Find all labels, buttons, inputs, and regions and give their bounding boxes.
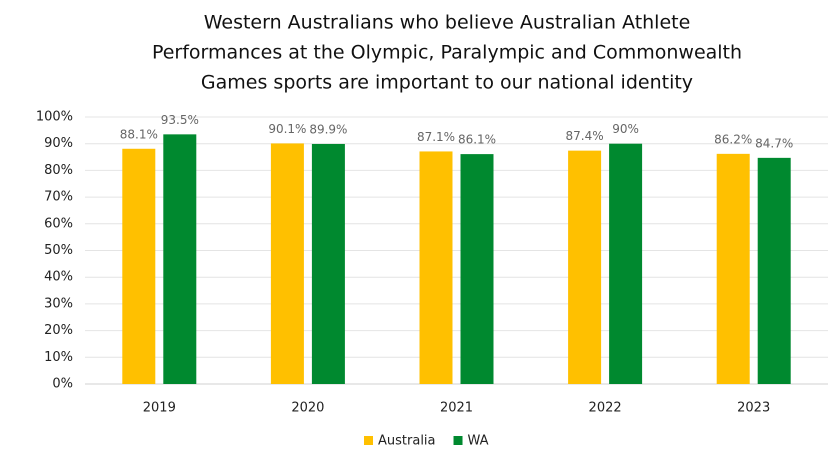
bar [270, 143, 304, 384]
bar [311, 143, 345, 384]
y-tick-label: 90% [44, 136, 73, 151]
chart-title: Performances at the Olympic, Paralympic … [152, 42, 742, 64]
bar [609, 143, 643, 384]
value-label: 87.4% [566, 129, 604, 143]
x-tick-label: 2019 [143, 401, 176, 416]
x-tick-label: 2022 [589, 401, 622, 416]
y-tick-label: 10% [44, 350, 73, 365]
bar [163, 134, 197, 384]
value-label: 90.1% [268, 122, 306, 136]
legend-swatch [453, 436, 463, 445]
x-tick-label: 2020 [291, 401, 324, 416]
y-tick-label: 70% [44, 190, 73, 205]
legend-label: WA [468, 434, 489, 449]
bar [122, 148, 156, 384]
value-label: 86.2% [714, 132, 752, 146]
y-tick-label: 60% [44, 216, 73, 231]
legend-swatch [364, 436, 373, 445]
y-tick-label: 40% [44, 270, 73, 285]
legend-label: Australia [378, 434, 436, 449]
value-label: 90% [612, 122, 639, 136]
bar [419, 151, 453, 384]
value-label: 84.7% [755, 136, 793, 150]
y-tick-label: 0% [52, 377, 73, 392]
y-tick-label: 50% [44, 243, 73, 258]
x-tick-label: 2021 [440, 401, 473, 416]
y-tick-label: 100% [36, 110, 73, 125]
y-tick-label: 30% [44, 296, 73, 311]
value-label: 87.1% [417, 130, 455, 144]
bar [716, 153, 750, 384]
y-tick-label: 20% [44, 323, 73, 338]
chart-title: Games sports are important to our nation… [201, 72, 693, 94]
value-label: 89.9% [309, 122, 347, 136]
value-label: 88.1% [120, 127, 158, 141]
bar [757, 157, 791, 384]
value-label: 93.5% [161, 113, 199, 127]
chart-title: Western Australians who believe Australi… [204, 12, 691, 34]
value-label: 86.1% [458, 133, 496, 147]
bar [568, 150, 602, 384]
y-tick-label: 80% [44, 163, 73, 178]
bar [460, 154, 494, 384]
x-tick-label: 2023 [737, 401, 770, 416]
